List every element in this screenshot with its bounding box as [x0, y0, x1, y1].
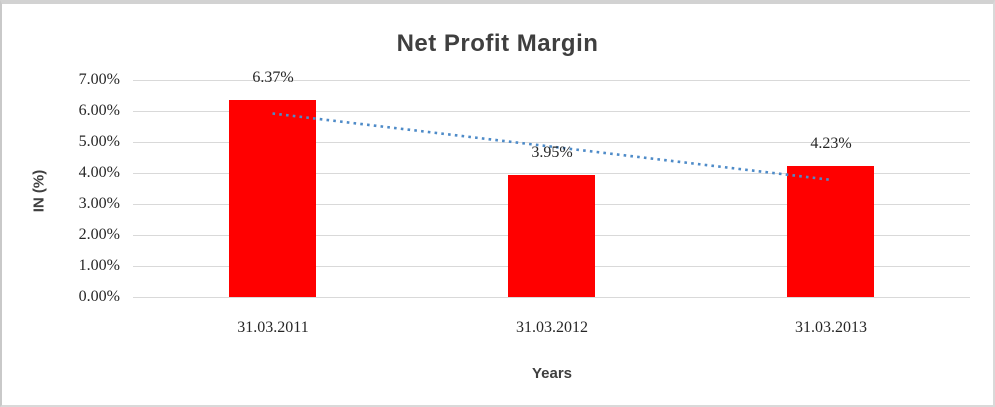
bar-value-label: 3.95%	[531, 144, 573, 161]
bar-value-label: 4.23%	[810, 135, 852, 152]
gridline	[133, 80, 970, 81]
trendline	[272, 112, 831, 182]
y-tick-label: 3.00%	[78, 195, 120, 212]
bar	[508, 175, 595, 297]
bar	[787, 166, 874, 297]
y-tick-label: 4.00%	[78, 164, 120, 181]
y-tick-label: 2.00%	[78, 226, 120, 243]
x-axis-title: Years	[531, 365, 573, 382]
gridline	[133, 111, 970, 112]
y-tick-label: 0.00%	[78, 288, 120, 305]
chart-title: Net Profit Margin	[396, 30, 599, 57]
gridline	[133, 173, 970, 174]
y-axis-title: IN (%)	[30, 169, 48, 213]
y-tick-label: 7.00%	[78, 71, 120, 88]
y-tick-label: 1.00%	[78, 257, 120, 274]
bar	[229, 100, 316, 297]
y-tick-label: 5.00%	[78, 133, 120, 150]
y-tick-label: 6.00%	[78, 102, 120, 119]
trendline-line	[272, 112, 831, 182]
x-tick-label: 31.03.2012	[516, 319, 588, 336]
x-tick-label: 31.03.2011	[237, 319, 309, 336]
gridline	[133, 142, 970, 143]
gridline	[133, 297, 970, 298]
bar-value-label: 6.37%	[252, 69, 294, 86]
x-tick-label: 31.03.2013	[795, 319, 867, 336]
plot-area: 6.37% 3.95% 4.23%	[133, 69, 970, 298]
